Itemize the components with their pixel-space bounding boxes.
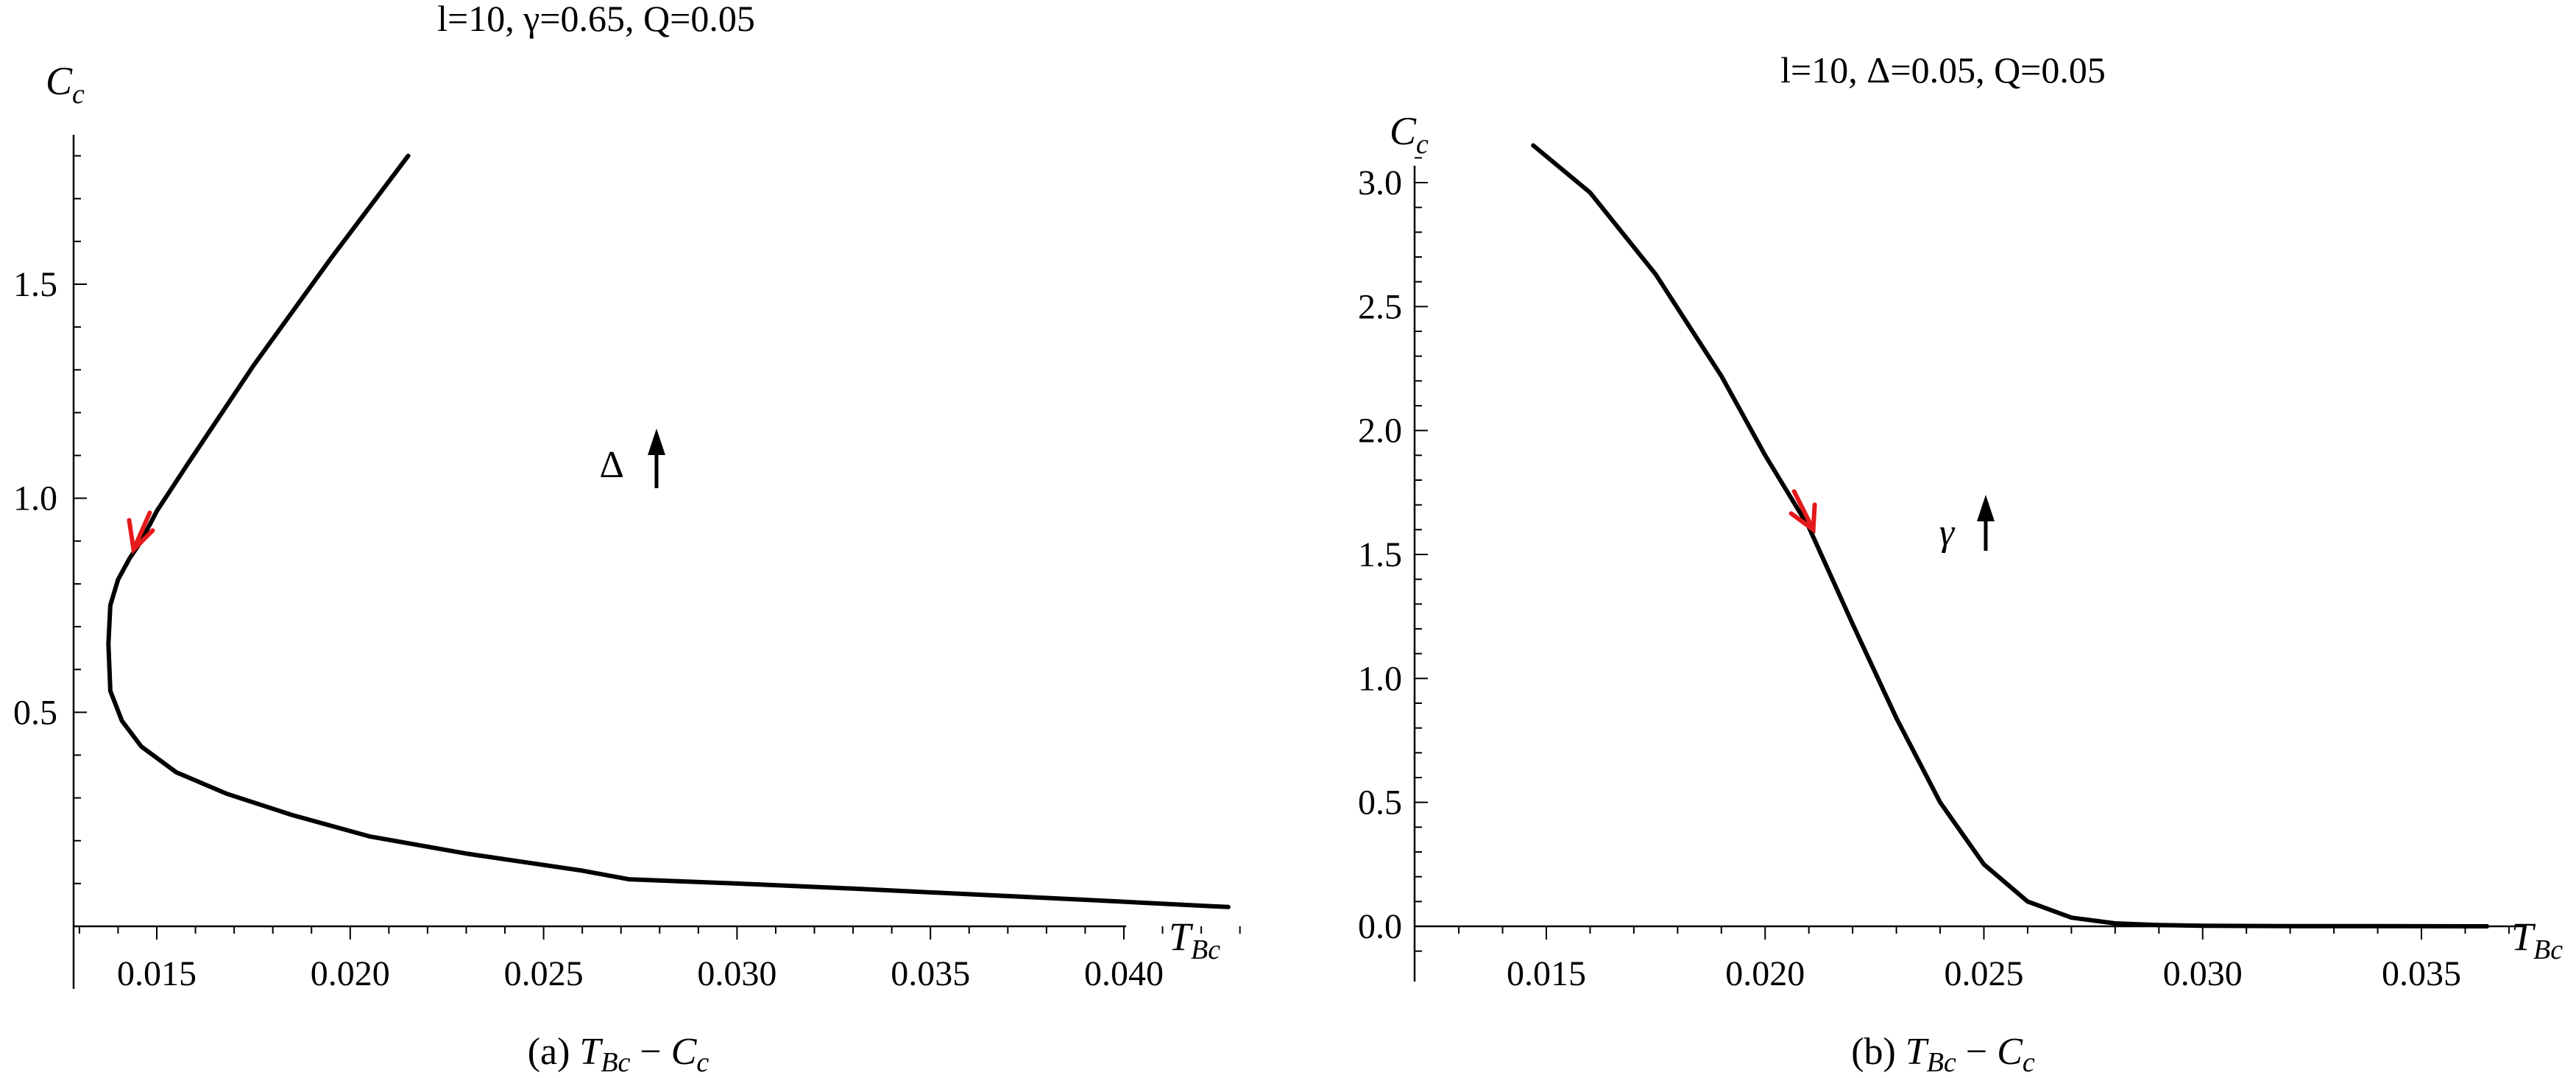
chart-a-ytick-labels: 0.5 1.0 1.5 [13,265,57,732]
chart-b-ytick-label: 0.0 [1358,907,1402,946]
chart-a-caption: (a) TBc − Cc [528,1031,710,1078]
chart-a: l=10, γ=0.65, Q=0.05 Cc 0.015 0.020 0.02… [13,0,1241,1078]
chart-b-xtick-label: 0.030 [2163,954,2243,993]
chart-a-xtick-label: 0.025 [504,954,584,993]
chart-a-xtick-label: 0.040 [1084,954,1164,993]
chart-a-xlabel: TBc [1169,915,1220,965]
chart-a-series-line [106,153,1231,909]
chart-b-xtick-labels: 0.015 0.020 0.025 0.030 0.035 [1507,954,2461,993]
chart-b-ytick-label: 3.0 [1358,163,1402,202]
chart-b-up-arrow-icon [1977,495,1995,551]
chart-a-up-arrow-icon [648,429,665,488]
chart-a-ticks [74,155,1241,940]
chart-b-xtick-label: 0.015 [1507,954,1586,993]
chart-b-xlabel: TBc [2511,915,2563,965]
chart-a-xtick-label: 0.035 [891,954,970,993]
chart-b-xtick-label: 0.020 [1725,954,1805,993]
chart-a-ytick-label: 1.5 [13,265,57,304]
chart-a-direction-arrow [127,510,155,554]
chart-b-xtick-label: 0.035 [2382,954,2461,993]
chart-b-xtick-label: 0.025 [1945,954,2024,993]
chart-a-xtick-labels: 0.015 0.020 0.025 0.030 0.035 0.040 [117,954,1164,993]
chart-a-title: l=10, γ=0.65, Q=0.05 [437,0,755,39]
chart-a-xtick-label: 0.015 [117,954,197,993]
chart-b-caption: (b) TBc − Cc [1851,1031,2035,1078]
chart-b-direction-arrow [1788,489,1817,535]
chart-a-annotation-label: Δ [600,444,624,486]
chart-b: l=10, Δ=0.05, Q=0.05 Cc 0.015 0.020 0.02… [1358,49,2563,1078]
chart-b-annotation-label: γ [1939,512,1956,554]
chart-a-ytick-label: 0.5 [13,693,57,732]
chart-b-ticks [1415,157,2510,952]
chart-b-ytick-label: 2.0 [1358,412,1402,451]
chart-b-ytick-label: 1.5 [1358,535,1402,574]
chart-a-ylabel: Cc [46,59,85,110]
chart-b-title: l=10, Δ=0.05, Q=0.05 [1780,49,2106,91]
chart-b-series-line [1531,143,2490,929]
chart-b-ytick-label: 1.0 [1358,659,1402,698]
chart-a-ytick-label: 1.0 [13,479,57,518]
chart-b-ylabel: Cc [1390,109,1429,160]
chart-b-ytick-label: 0.5 [1358,783,1402,822]
chart-a-xtick-label: 0.030 [697,954,776,993]
chart-b-ytick-label: 2.5 [1358,287,1402,326]
chart-a-xtick-label: 0.020 [311,954,390,993]
chart-b-ytick-labels: 0.0 0.5 1.0 1.5 2.0 2.5 3.0 [1358,163,1402,946]
